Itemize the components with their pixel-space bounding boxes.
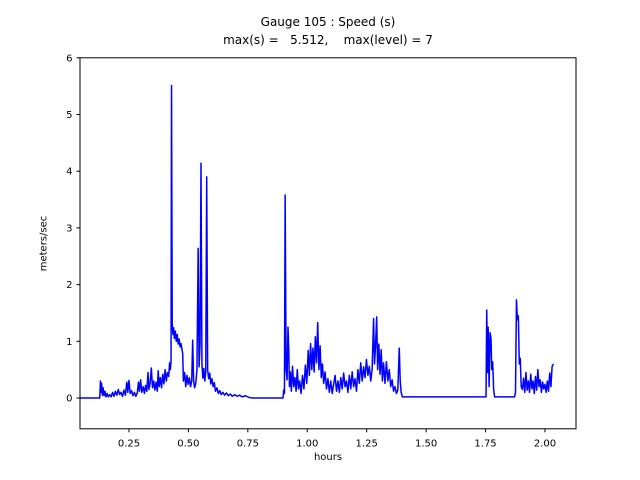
x-tick-label: 1.25 bbox=[356, 438, 378, 449]
chart-title: Gauge 105 : Speed (s) bbox=[260, 15, 396, 29]
y-tick-label: 5 bbox=[66, 110, 72, 121]
chart-subtitle: max(s) = 5.512, max(level) = 7 bbox=[223, 33, 433, 47]
x-tick-label: 0.25 bbox=[118, 438, 140, 449]
y-tick-label: 2 bbox=[66, 280, 72, 291]
x-axis-label: hours bbox=[313, 452, 343, 463]
x-tick-label: 0.50 bbox=[177, 438, 199, 449]
y-tick-label: 3 bbox=[66, 223, 72, 234]
y-tick-label: 6 bbox=[66, 53, 72, 64]
x-tick-label: 1.75 bbox=[474, 438, 496, 449]
y-tick-label: 1 bbox=[66, 337, 72, 348]
x-tick-label: 2.00 bbox=[534, 438, 556, 449]
y-tick-label: 4 bbox=[66, 167, 72, 178]
y-axis-label: meters/sec bbox=[38, 215, 50, 272]
x-tick-label: 0.75 bbox=[237, 438, 259, 449]
plot-spines bbox=[79, 57, 577, 430]
y-tick-label: 0 bbox=[66, 394, 72, 405]
speed-series-line bbox=[80, 84, 555, 399]
x-tick-label: 1.50 bbox=[415, 438, 437, 449]
x-tick-label: 1.00 bbox=[296, 438, 318, 449]
